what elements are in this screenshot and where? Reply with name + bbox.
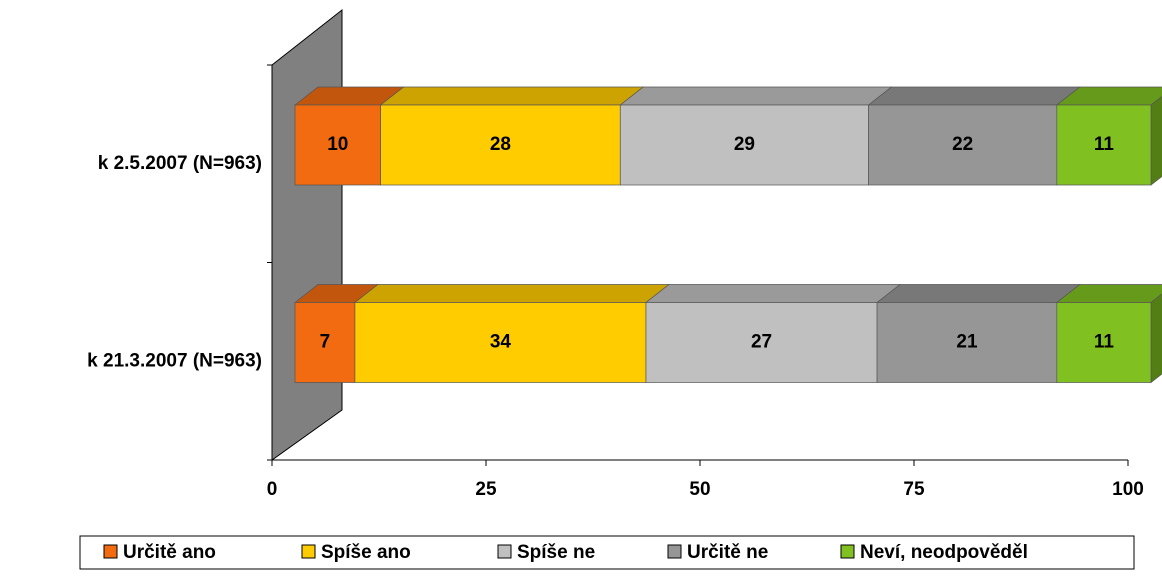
bar [1056,302,1152,383]
bar [294,302,356,383]
y-tick-label: k 2.5.2007 (N=963) [98,153,262,174]
x-tick-label: 0 [267,479,278,500]
bar [294,104,381,186]
bar-top [644,284,902,303]
bar-top [619,86,893,106]
bar [380,104,621,186]
data-label: 11 [1094,134,1115,155]
legend-label: Neví, neodpověděl [860,542,1028,563]
data-label: 10 [327,134,348,155]
bar [876,302,1058,383]
legend-swatch [840,544,855,559]
legend-swatch [667,544,682,559]
legend-swatch [301,544,316,559]
x-tick-label: 75 [903,479,925,500]
bar-top [379,86,645,106]
legend-swatch [103,544,118,559]
bar [619,104,869,186]
bar [1056,104,1152,186]
legend-label: Spíše ne [517,542,595,563]
x-tick-label: 100 [1112,479,1144,500]
legend-label: Určitě ano [123,542,216,563]
data-label: 27 [751,332,772,353]
back-wall [271,8,343,461]
bar-top [353,284,670,303]
data-label: 29 [734,134,755,155]
bar [645,302,878,383]
x-tick-label: 25 [475,479,497,500]
bar-top [867,86,1081,106]
y-tick-label: k 21.3.2007 (N=963) [87,350,262,371]
legend-swatch [497,544,512,559]
data-label: 22 [952,134,973,155]
bar [868,104,1058,186]
data-label: 11 [1094,332,1115,353]
data-label: 34 [490,332,512,353]
data-label: 7 [320,332,331,353]
x-tick-label: 50 [689,479,710,500]
data-label: 21 [956,332,978,353]
legend-label: Určitě ne [687,542,768,563]
data-label: 28 [490,134,511,155]
legend-label: Spíše ano [321,542,411,563]
bar [354,302,647,383]
bar-top [876,284,1081,303]
legend-box [79,535,1135,570]
